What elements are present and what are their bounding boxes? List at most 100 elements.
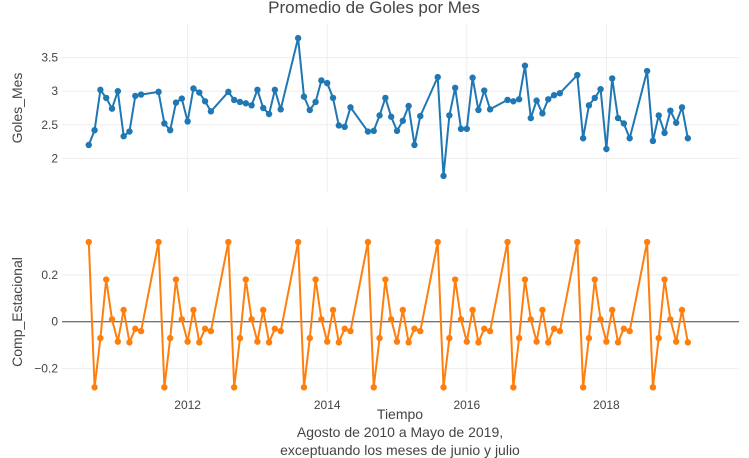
goles-mes-point xyxy=(643,67,651,75)
goles-mes-point xyxy=(108,105,116,112)
comp-estacional-point xyxy=(387,316,395,323)
comp-estacional-point xyxy=(300,384,308,391)
comp-estacional-point xyxy=(108,316,116,323)
comp-estacional-point xyxy=(510,384,517,391)
comp-estacional-point xyxy=(382,276,389,283)
comp-estacional-point xyxy=(620,325,628,332)
goles-mes-point xyxy=(318,77,325,84)
goles-mes-point xyxy=(481,87,488,94)
goles-mes-point xyxy=(85,141,92,149)
comp-estacional-point xyxy=(469,306,476,314)
comp-estacional-point xyxy=(678,306,686,314)
goles-mes-point xyxy=(329,94,337,102)
goles-mes-point xyxy=(579,135,587,142)
goles-mes-point xyxy=(376,112,383,119)
goles-mes-point xyxy=(603,145,610,153)
comp-estacional-point xyxy=(667,316,674,323)
comp-estacional-point xyxy=(85,238,92,246)
goles-mes-point xyxy=(672,119,680,126)
goles-mes-point xyxy=(446,112,453,119)
goles-mes-point xyxy=(184,118,191,125)
goles-mes-point xyxy=(521,62,529,69)
bottom-y-tick-label: 0.2 xyxy=(41,268,58,282)
goles-mes-point xyxy=(271,86,279,94)
comp-estacional-point xyxy=(684,339,692,346)
comp-estacional-point xyxy=(318,316,325,323)
comp-estacional-point xyxy=(254,338,261,345)
comp-estacional-point xyxy=(603,338,610,345)
goles-mes-point xyxy=(103,94,110,102)
goles-mes-point xyxy=(300,93,308,100)
goles-mes-point xyxy=(661,129,668,137)
x-tick-label: 2018 xyxy=(593,398,620,412)
goles-mes-point xyxy=(504,96,511,104)
goles-mes-point xyxy=(475,106,482,114)
goles-mes-point xyxy=(550,92,558,99)
comp-estacional-point xyxy=(248,316,255,323)
goles-mes-point xyxy=(230,96,238,104)
goles-mes-point xyxy=(114,88,122,95)
x-axis-label: Tiempo xyxy=(377,406,423,422)
comp-estacional-point xyxy=(475,339,482,346)
comp-estacional-point xyxy=(161,384,168,391)
comp-estacional-point xyxy=(137,327,145,335)
goles-mes-point xyxy=(411,141,418,149)
goles-mes-point xyxy=(440,172,447,180)
comp-estacional-point xyxy=(399,306,407,314)
x-tick-label: 2012 xyxy=(174,398,201,412)
comp-estacional-point xyxy=(155,238,162,246)
comp-estacional-point xyxy=(556,327,564,335)
goles-mes-point xyxy=(556,90,564,97)
comp-estacional-point xyxy=(434,238,441,246)
goles-mes-point xyxy=(614,114,622,122)
goles-mes-point xyxy=(155,88,162,96)
chart-title: Promedio de Goles por Mes xyxy=(268,0,480,17)
comp-estacional-point xyxy=(190,306,197,314)
comp-estacional-point xyxy=(370,384,377,391)
comp-estacional-point xyxy=(132,325,139,332)
comp-estacional-point xyxy=(324,338,331,345)
goles-mes-point xyxy=(97,86,104,94)
goles-mes-point xyxy=(486,106,494,113)
comp-estacional-point xyxy=(411,325,418,332)
comp-estacional-point xyxy=(225,238,232,246)
goles-mes-point xyxy=(260,104,267,112)
goles-mes-point xyxy=(539,110,546,117)
comp-estacional-point xyxy=(172,276,180,283)
goles-mes-point xyxy=(265,110,273,118)
comp-estacional-point xyxy=(120,306,127,314)
comp-estacional-point xyxy=(271,325,279,332)
comp-estacional-point xyxy=(545,339,552,346)
comp-estacional-point xyxy=(376,334,383,342)
caption-line-1: Agosto de 2010 a Mayo de 2019, xyxy=(297,424,503,440)
goles-mes-point xyxy=(306,106,313,114)
goles-mes-point xyxy=(469,74,476,81)
goles-mes-point xyxy=(451,84,459,92)
comp-estacional-point xyxy=(533,338,540,345)
comp-estacional-point xyxy=(643,238,651,246)
comp-estacional-point xyxy=(294,238,302,246)
goles-mes-point xyxy=(324,79,331,87)
goles-mes-point xyxy=(510,98,517,105)
comp-estacional-point xyxy=(585,334,593,342)
comp-estacional-point xyxy=(178,316,186,323)
comp-estacional-point xyxy=(97,334,104,342)
goles-mes-point xyxy=(585,102,593,109)
comp-estacional-point xyxy=(207,327,215,335)
goles-mes-point xyxy=(399,117,407,124)
goles-mes-point xyxy=(533,97,540,104)
goles-mes-point xyxy=(527,114,534,122)
comp-estacional-point xyxy=(230,384,238,391)
goles-mes-point xyxy=(364,128,372,135)
top-y-tick-label: 2.5 xyxy=(41,118,58,132)
goles-mes-point xyxy=(341,123,348,131)
goles-mes-point xyxy=(370,127,377,135)
comp-estacional-point xyxy=(277,327,284,335)
goles-mes-point xyxy=(161,120,168,127)
comp-estacional-point xyxy=(457,316,465,323)
goles-mes-point xyxy=(393,127,401,135)
comp-estacional-point xyxy=(347,327,354,335)
goles-mes-point xyxy=(434,73,441,81)
comp-estacional-point xyxy=(504,238,511,246)
comp-estacional-point xyxy=(446,334,453,342)
